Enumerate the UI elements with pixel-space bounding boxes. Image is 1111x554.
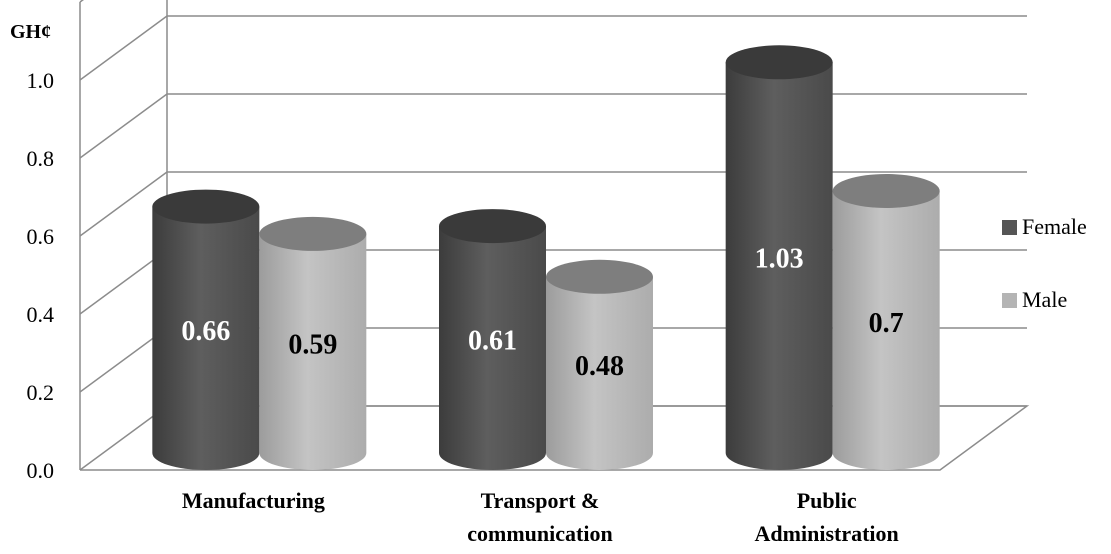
- category-label: Administration: [755, 521, 899, 546]
- data-label: 0.59: [288, 329, 337, 360]
- bar-body: [439, 226, 546, 470]
- legend-swatch: [1002, 220, 1017, 235]
- bar-female-0: 0.66: [152, 189, 260, 470]
- side-wall-line: [79, 0, 84, 3]
- bar-body: [832, 191, 940, 470]
- x-axis: Manufacturing Transport & communication Pub…: [182, 488, 899, 546]
- legend-label: Male: [1022, 287, 1067, 312]
- bar-top: [725, 45, 833, 80]
- y-axis-unit-label: GH¢: [10, 21, 51, 43]
- side-wall-line: [79, 15, 168, 81]
- category-label: Manufacturing: [182, 488, 325, 513]
- bar-top: [439, 209, 546, 244]
- data-label: 0.66: [181, 316, 230, 347]
- y-tick-label: 0.8: [27, 146, 55, 171]
- bar-body: [546, 276, 653, 470]
- y-tick-label: 0.0: [27, 458, 55, 483]
- data-label: 1.03: [755, 244, 804, 275]
- bar-female-1: 0.61: [439, 209, 546, 470]
- y-tick-label: 0.4: [27, 302, 55, 327]
- bar-body: [725, 62, 833, 471]
- y-tick-label: 1.0: [27, 68, 55, 93]
- legend: Female Male: [1002, 214, 1087, 312]
- data-label: 0.61: [468, 326, 517, 357]
- category-label: communication: [467, 521, 612, 546]
- bar-body: [152, 206, 260, 470]
- y-axis: 0.0 0.2 0.4 0.6 0.8 1.0 GH¢: [10, 21, 54, 483]
- bar-series: 0.66 0.61 1.03 0.59 0.48 0.7: [152, 45, 940, 471]
- bar-top: [546, 259, 653, 294]
- bar-top: [832, 174, 940, 208]
- legend-label: Female: [1022, 214, 1087, 239]
- data-label: 0.7: [869, 308, 904, 339]
- bar-male-1: 0.48: [546, 259, 653, 470]
- bar-female-2: 1.03: [725, 45, 833, 471]
- legend-swatch: [1002, 293, 1017, 308]
- bar-body: [259, 233, 367, 470]
- side-wall-line: [79, 171, 168, 237]
- bar-male-0: 0.59: [259, 216, 367, 470]
- bar-male-2: 0.7: [832, 174, 940, 470]
- category-label: Transport &: [481, 488, 600, 513]
- y-tick-label: 0.6: [27, 224, 55, 249]
- y-tick-label: 0.2: [27, 380, 55, 405]
- bar-top: [152, 189, 260, 224]
- side-wall-line: [79, 93, 168, 159]
- bar-top: [259, 216, 367, 251]
- data-label: 0.48: [575, 351, 624, 382]
- category-label: Public: [797, 488, 857, 513]
